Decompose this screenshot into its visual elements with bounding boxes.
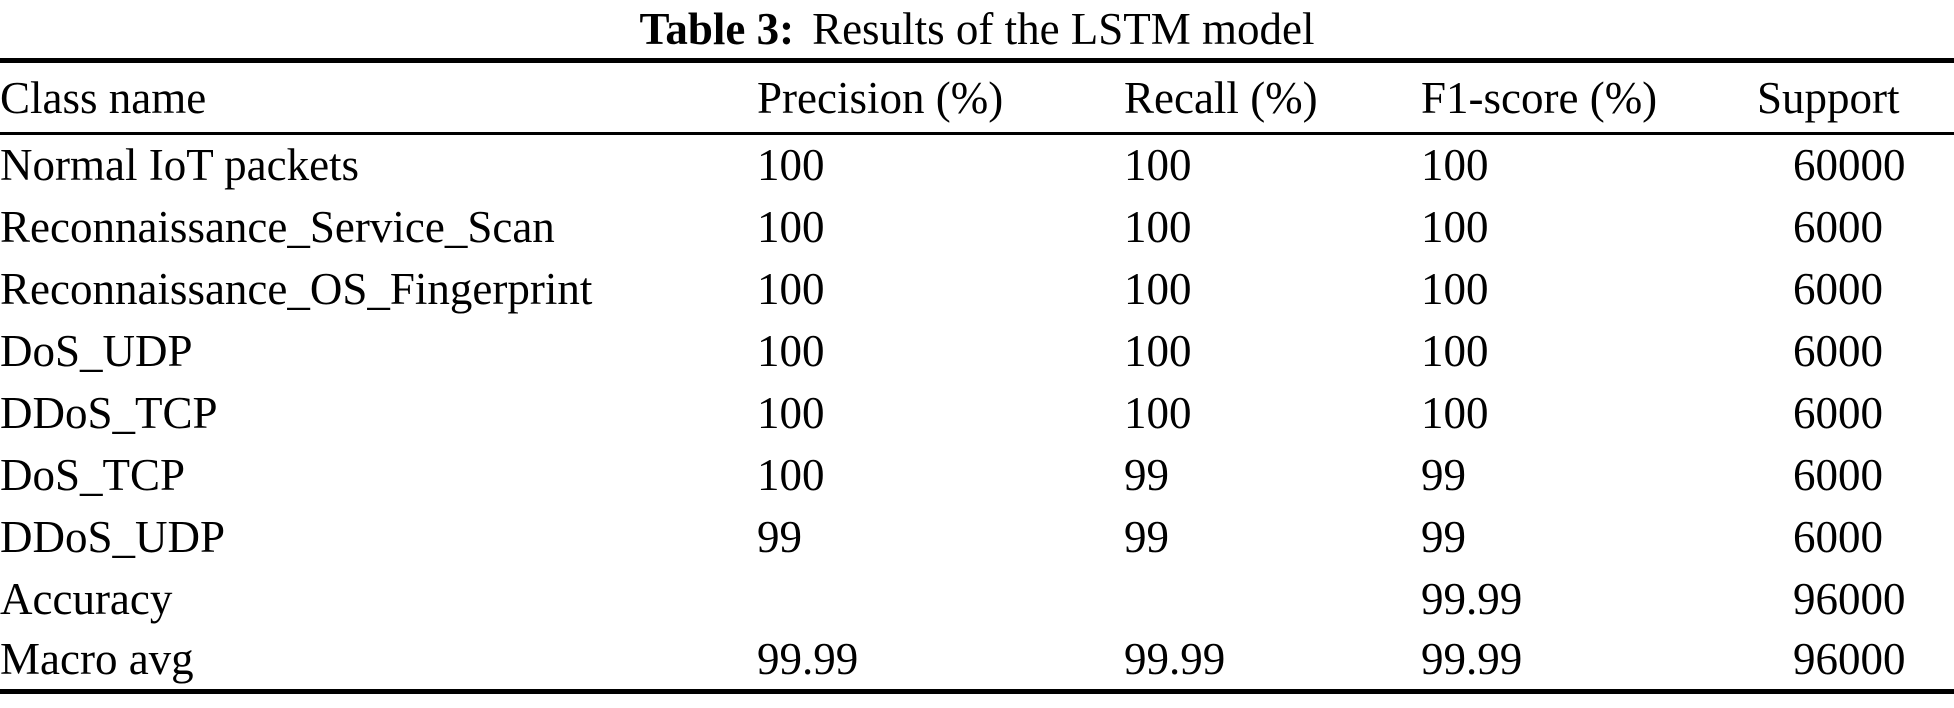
table-row: Accuracy 99.99 96000 [0, 568, 1954, 630]
column-header-recall: Recall (%) [1124, 60, 1421, 135]
column-header-class-name: Class name [0, 60, 757, 135]
table-row: DoS_TCP 100 99 99 6000 [0, 444, 1954, 506]
results-table: Class name Precision (%) Recall (%) F1-s… [0, 58, 1954, 694]
cell-class-name: Reconnaissance_OS_Fingerprint [0, 263, 593, 314]
cell-f1-score: 100 [1421, 325, 1489, 376]
header-row: Class name Precision (%) Recall (%) F1-s… [0, 60, 1954, 135]
cell-support: 60000 [1793, 140, 1906, 191]
cell-recall: 100 [1124, 140, 1192, 191]
cell-class-name: Normal IoT packets [0, 140, 360, 191]
cell-support: 6000 [1793, 449, 1883, 500]
cell-support: 6000 [1793, 201, 1883, 252]
cell-precision: 99.99 [757, 634, 859, 685]
cell-support: 6000 [1793, 387, 1883, 438]
cell-support: 96000 [1793, 573, 1906, 624]
cell-f1-score: 99.99 [1421, 573, 1523, 624]
cell-class-name: DDoS_UDP [0, 511, 226, 562]
cell-f1-score: 100 [1421, 140, 1489, 191]
cell-support: 6000 [1793, 511, 1883, 562]
table-row: DDoS_UDP 99 99 99 6000 [0, 506, 1954, 568]
cell-precision: 99 [757, 511, 802, 562]
table-row: DoS_UDP 100 100 100 6000 [0, 320, 1954, 382]
table-row: DDoS_TCP 100 100 100 6000 [0, 382, 1954, 444]
table-row: Reconnaissance_OS_Fingerprint 100 100 10… [0, 258, 1954, 320]
cell-class-name: DoS_UDP [0, 325, 193, 376]
cell-precision: 100 [757, 263, 825, 314]
cell-precision: 100 [757, 201, 825, 252]
caption-label: Table 3: [639, 4, 795, 54]
cell-support: 96000 [1793, 634, 1906, 685]
cell-recall: 99.99 [1124, 634, 1226, 685]
cell-class-name: DDoS_TCP [0, 387, 218, 438]
column-header-precision: Precision (%) [757, 60, 1124, 135]
table-caption: Table 3: Results of the LSTM model [0, 4, 1954, 54]
cell-class-name: Accuracy [0, 573, 173, 624]
cell-support: 6000 [1793, 325, 1883, 376]
cell-f1-score: 99 [1421, 511, 1466, 562]
cell-precision: 100 [757, 387, 825, 438]
cell-f1-score: 100 [1421, 201, 1489, 252]
caption-text: Results of the LSTM model [812, 4, 1315, 54]
cell-support: 6000 [1793, 263, 1883, 314]
cell-class-name: Macro avg [0, 634, 194, 685]
cell-f1-score: 99.99 [1421, 634, 1523, 685]
table-row: Normal IoT packets 100 100 100 60000 [0, 134, 1954, 196]
cell-recall: 99 [1124, 449, 1169, 500]
cell-f1-score: 100 [1421, 263, 1489, 314]
cell-precision: 100 [757, 140, 825, 191]
table-row: Reconnaissance_Service_Scan 100 100 100 … [0, 196, 1954, 258]
cell-recall: 100 [1124, 325, 1192, 376]
cell-recall [1124, 568, 1421, 630]
column-header-support: Support [1757, 60, 1954, 135]
table-header: Class name Precision (%) Recall (%) F1-s… [0, 60, 1954, 135]
cell-recall: 100 [1124, 201, 1192, 252]
cell-class-name: Reconnaissance_Service_Scan [0, 201, 555, 252]
table-body: Normal IoT packets 100 100 100 60000 Rec… [0, 134, 1954, 692]
cell-recall: 100 [1124, 263, 1192, 314]
cell-f1-score: 100 [1421, 387, 1489, 438]
cell-precision: 100 [757, 449, 825, 500]
table-row: Macro avg 99.99 99.99 99.99 96000 [0, 630, 1954, 692]
cell-precision [757, 568, 1124, 630]
cell-precision: 100 [757, 325, 825, 376]
cell-f1-score: 99 [1421, 449, 1466, 500]
cell-recall: 100 [1124, 387, 1192, 438]
cell-class-name: DoS_TCP [0, 449, 186, 500]
cell-recall: 99 [1124, 511, 1169, 562]
column-header-f1-score: F1-score (%) [1421, 60, 1757, 135]
